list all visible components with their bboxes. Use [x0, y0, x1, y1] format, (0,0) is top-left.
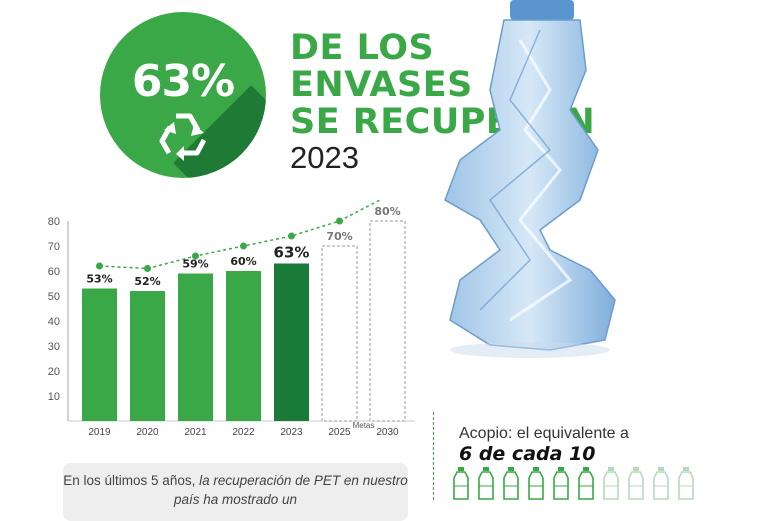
- value-label-2019: 53%: [86, 273, 112, 286]
- y-tick-label: 80: [48, 216, 60, 228]
- x-tick-label-2019: 2019: [88, 427, 111, 438]
- y-tick-label: 30: [48, 341, 60, 353]
- headline-line-2: ENVASES: [290, 65, 473, 105]
- bar-2022: [226, 271, 261, 421]
- bottle-icon: [503, 467, 519, 500]
- headline-line-1: DE LOS: [290, 28, 435, 68]
- value-label-2025: 70%: [326, 230, 352, 243]
- targets-label: Metas: [353, 421, 375, 430]
- percent-badge: 63%: [100, 12, 266, 178]
- badge-percent: 63%: [131, 56, 235, 107]
- trend-point: [144, 265, 151, 272]
- x-tick-label-2023: 2023: [280, 427, 303, 438]
- x-tick-label-2022: 2022: [232, 427, 255, 438]
- value-label-2023: 63%: [274, 244, 310, 262]
- y-tick-label: 50: [48, 291, 60, 303]
- y-tick-label: 70: [48, 241, 60, 253]
- crushed-bottle-image: [444, 0, 616, 358]
- acopio-panel: Acopio: el equivalente a 6 de cada 10: [433, 412, 629, 500]
- bottle-icon: [478, 467, 494, 500]
- y-tick-label: 40: [48, 316, 60, 328]
- acopio-value: 6 de cada 10: [459, 443, 596, 465]
- note-italic-text: la recuperación de PET en nuestro país h…: [173, 473, 408, 507]
- x-tick-label-2025: 2025: [328, 427, 351, 438]
- bar-2020: [130, 291, 165, 421]
- headline-year: 2023: [290, 140, 359, 175]
- acopio-label: Acopio: el equivalente a: [459, 425, 629, 442]
- value-label-2020: 52%: [134, 275, 160, 288]
- recovery-chart: 102030405060708053%201952%202059%202160%…: [48, 200, 415, 438]
- value-label-2022: 60%: [230, 255, 256, 268]
- acopio-bottles: [452, 466, 695, 500]
- bottle-icon: [628, 467, 644, 500]
- summary-note: En los últimos 5 años, la recuperación d…: [63, 463, 408, 521]
- target-bar-2030: [369, 220, 406, 422]
- bar-2019: [82, 288, 117, 421]
- x-tick-label-2021: 2021: [184, 427, 207, 438]
- y-tick-label: 10: [48, 391, 60, 403]
- value-label-2021: 59%: [182, 258, 208, 271]
- trend-point: [336, 217, 343, 225]
- bottle-icon: [603, 467, 619, 500]
- trend-point: [96, 262, 103, 270]
- bottle-icon: [528, 467, 544, 500]
- y-tick-label: 20: [48, 366, 60, 378]
- target-bar-2025: [321, 245, 358, 422]
- bottle-icon: [578, 467, 594, 500]
- bar-2023: [274, 263, 309, 421]
- y-tick-label: 60: [48, 266, 60, 278]
- bottle-icon: [678, 467, 694, 500]
- trend-point: [192, 252, 199, 260]
- recycle-icon: [159, 113, 207, 161]
- trend-point: [288, 232, 295, 240]
- trend-point: [240, 242, 247, 250]
- note-plain-text: En los últimos 5 años,: [63, 473, 200, 488]
- x-tick-label-2030: 2030: [376, 427, 399, 438]
- value-label-2030: 80%: [374, 205, 400, 218]
- bottle-icon: [453, 467, 469, 500]
- x-tick-label-2020: 2020: [136, 427, 159, 438]
- bottle-icon: [553, 467, 569, 500]
- bar-2021: [178, 273, 213, 421]
- bottle-icon: [653, 467, 669, 500]
